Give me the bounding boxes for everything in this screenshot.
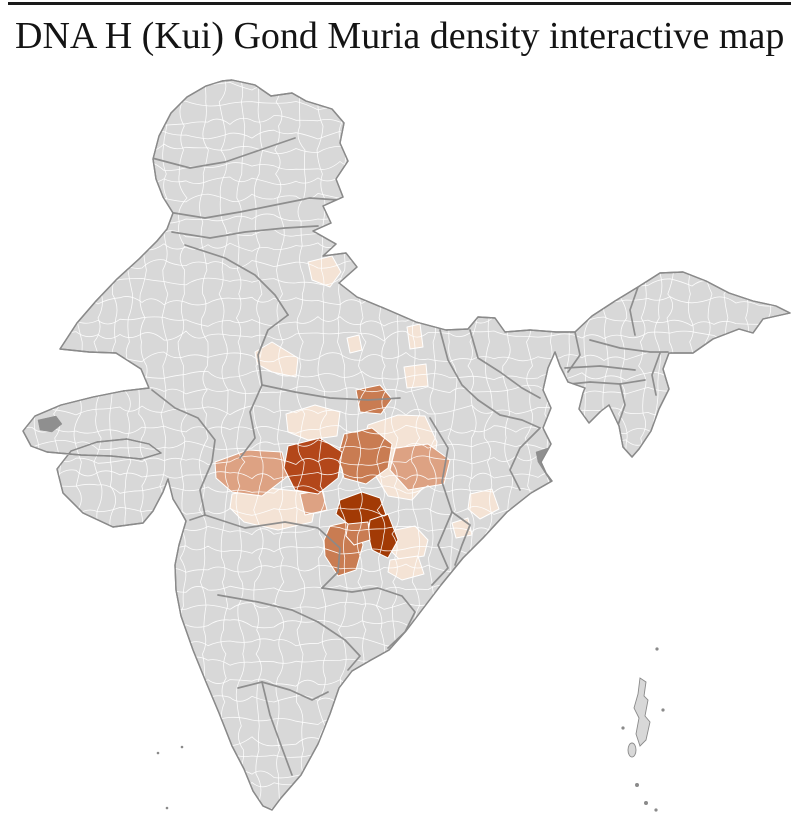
state-borders (151, 137, 669, 776)
top-horizontal-rule (8, 2, 791, 5)
page-title: DNA H (Kui) Gond Muria density interacti… (15, 15, 785, 57)
district-density-low[interactable] (406, 323, 424, 350)
district-nodata[interactable] (37, 415, 63, 433)
lakshadweep-islands[interactable] (156, 745, 184, 810)
district-density-mid[interactable] (214, 449, 289, 497)
district-density-low[interactable] (403, 363, 429, 389)
district-density-low[interactable] (307, 255, 342, 288)
andaman-nicobar-islands[interactable] (621, 647, 665, 812)
district-density-low[interactable] (346, 334, 363, 354)
